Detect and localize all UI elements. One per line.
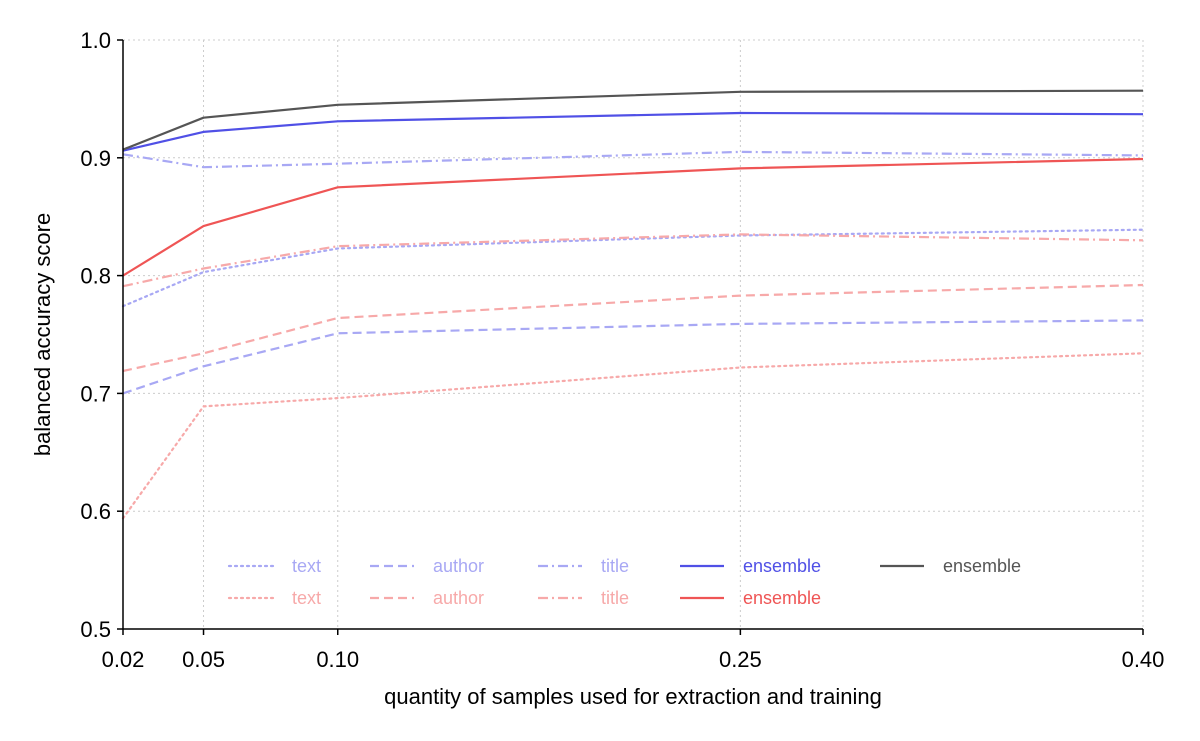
legend-label: author <box>433 588 484 608</box>
legend-label: title <box>601 556 629 576</box>
legend-label: text <box>292 556 321 576</box>
x-tick-label: 0.25 <box>719 647 762 672</box>
series-line-ensemble <box>122 89 1144 151</box>
grid-lines <box>123 39 1144 629</box>
legend-label: ensemble <box>743 588 821 608</box>
series-line-text <box>121 352 1145 520</box>
x-tick-label: 0.40 <box>1122 647 1165 672</box>
series-line-ensemble <box>122 111 1144 152</box>
legend-label: author <box>433 556 484 576</box>
series-line-author <box>122 283 1144 373</box>
y-tick-label: 0.8 <box>80 264 111 289</box>
x-tick-label: 0.02 <box>102 647 145 672</box>
legend-label: title <box>601 588 629 608</box>
series-lines <box>121 89 1145 520</box>
x-axis-label: quantity of samples used for extraction … <box>384 684 882 709</box>
y-axis-label: balanced accuracy score <box>30 213 55 456</box>
legend: text text author author title title ensemble en… <box>227 556 1021 608</box>
series-line-author <box>122 319 1144 395</box>
y-tick-label: 0.7 <box>80 381 111 406</box>
y-tick-label: 1.0 <box>80 28 111 53</box>
axes: 0.5 0.6 0.7 0.8 0.9 1.0 0.02 0.05 0.10 0.25 0.40 <box>80 28 1164 672</box>
y-tick-label: 0.9 <box>80 146 111 171</box>
series-line-title <box>122 150 1144 169</box>
y-tick-label: 0.6 <box>80 499 111 524</box>
series-line-text <box>121 228 1145 308</box>
series-line-ensemble <box>122 157 1144 277</box>
legend-label: ensemble <box>943 556 1021 576</box>
y-tick-label: 0.5 <box>80 617 111 642</box>
series-line-title <box>122 233 1144 288</box>
x-tick-label: 0.05 <box>182 647 225 672</box>
x-tick-label: 0.10 <box>316 647 359 672</box>
legend-label: text <box>292 588 321 608</box>
legend-label: ensemble <box>743 556 821 576</box>
